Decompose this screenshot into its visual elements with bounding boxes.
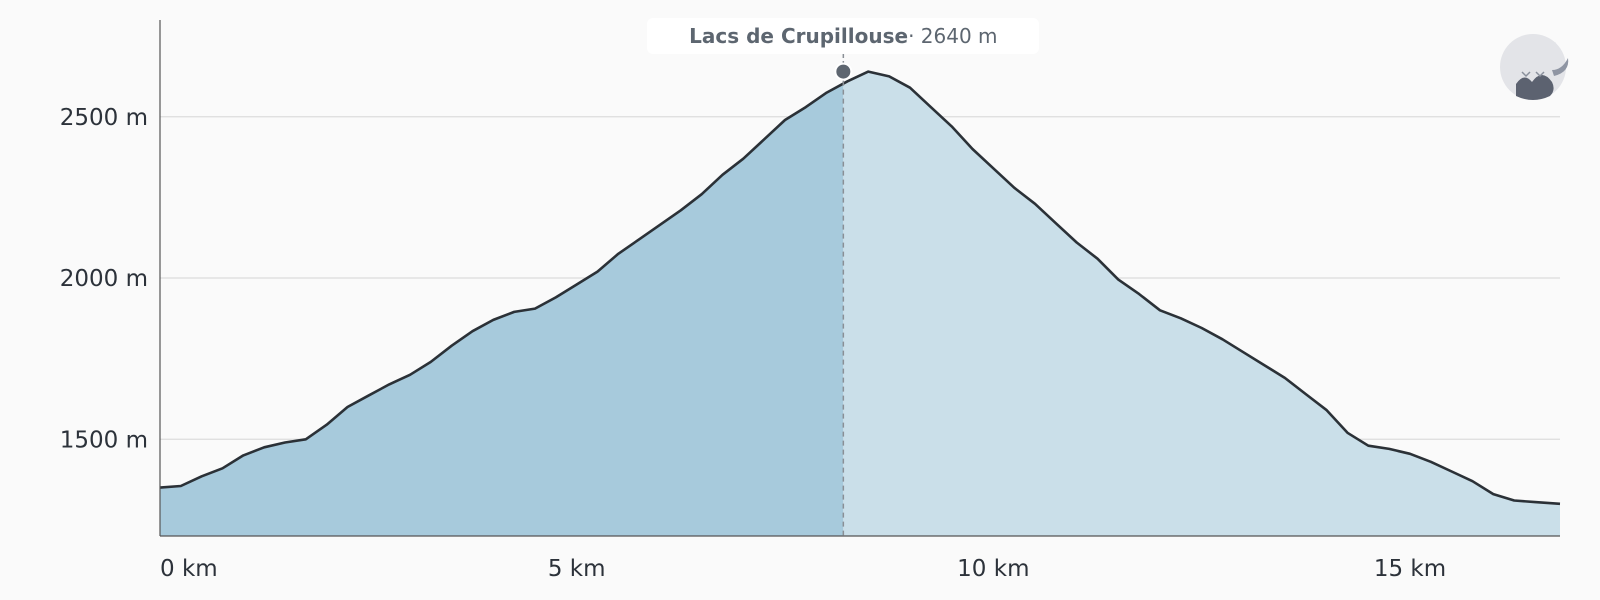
x-tick-label: 5 km	[548, 556, 606, 582]
peak-name: Lacs de Crupillouse	[689, 24, 909, 48]
highlight-marker	[834, 54, 853, 536]
axes	[159, 20, 1560, 537]
area-remaining	[843, 71, 1560, 536]
elevation-area	[159, 70, 1561, 536]
highlight-dot	[834, 62, 853, 81]
peak-label: Lacs de Crupillouse· 2640 m	[647, 18, 1040, 54]
x-tick-label: 10 km	[957, 556, 1029, 582]
x-tick-label: 15 km	[1374, 556, 1446, 582]
x-tick-label: 0 km	[160, 556, 218, 582]
area-traveled	[160, 83, 844, 536]
y-tick-label: 1500 m	[60, 427, 148, 453]
tick-labels: 1500 m 2000 m 2500 m 0 km 5 km 10 km 15 km	[60, 105, 1446, 582]
y-tick-label: 2000 m	[60, 266, 148, 292]
fox-mountain-icon	[1500, 34, 1569, 100]
y-tick-label: 2500 m	[60, 105, 148, 131]
peak-elevation: · 2640 m	[908, 24, 998, 48]
elevation-line	[159, 70, 1561, 506]
